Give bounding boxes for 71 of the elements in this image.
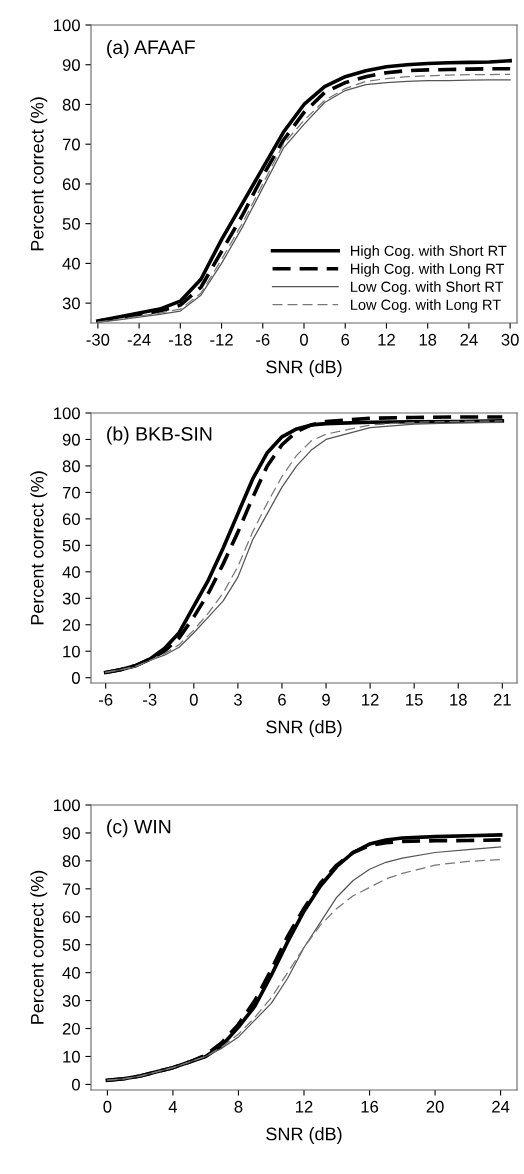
- x-tick-label: -24: [127, 333, 151, 346]
- x-axis-title: SNR (dB): [266, 1127, 342, 1144]
- x-tick-label: 20: [426, 1100, 444, 1113]
- y-tick-label: 30: [62, 592, 80, 605]
- y-tick-label: 100: [54, 19, 80, 32]
- y-tick-label: 30: [62, 994, 80, 1007]
- y-tick-label: 30: [62, 297, 80, 310]
- legend-label: Low Cog. with Short RT: [351, 281, 504, 295]
- y-tick-label: 80: [62, 855, 80, 868]
- y-tick-label: 50: [62, 939, 80, 951]
- x-tick-label: 15: [406, 694, 423, 706]
- x-tick-label: -3: [143, 693, 157, 706]
- x-tick-label: 12: [378, 333, 395, 346]
- y-axis-title: Percent correct (%): [30, 471, 48, 625]
- x-tick-label: 0: [300, 333, 308, 346]
- legend-label: High Cog. with Long RT: [351, 263, 505, 277]
- y-tick-label: 60: [62, 911, 80, 923]
- legend-label: High Cog. with Short RT: [351, 245, 507, 259]
- y-tick-label: 70: [62, 138, 80, 151]
- x-tick-label: 30: [501, 333, 519, 346]
- y-tick-label: 90: [62, 827, 80, 840]
- y-tick-label: 40: [62, 566, 80, 579]
- y-tick-label: 50: [62, 539, 80, 552]
- x-tick-label: 8: [234, 1100, 243, 1113]
- x-axis-title: SNR (dB): [266, 360, 342, 377]
- x-tick-label: 9: [322, 693, 330, 706]
- x-tick-label: 16: [361, 1100, 379, 1113]
- x-tick-label: 12: [362, 693, 379, 706]
- text: (c) WIN: [107, 819, 171, 838]
- x-tick-label: 4: [168, 1101, 178, 1113]
- x-tick-label: 24: [492, 1100, 510, 1113]
- y-tick-label: 10: [63, 645, 80, 658]
- x-tick-label: -6: [99, 693, 113, 706]
- x-tick-label: -18: [169, 333, 192, 346]
- y-axis-title: Percent correct (%): [30, 870, 48, 1024]
- x-axis-title: SNR (dB): [266, 720, 342, 737]
- y-tick-label: 80: [62, 98, 80, 111]
- x-tick-label: -12: [210, 333, 233, 346]
- y-tick-label: 50: [62, 218, 80, 230]
- y-tick-label: 0: [71, 1078, 80, 1091]
- x-tick-label: 3: [233, 693, 242, 706]
- legend-label: Low Cog. with Long RT: [351, 299, 501, 313]
- x-tick-label: 6: [341, 333, 350, 346]
- x-tick-label: 6: [278, 693, 286, 706]
- y-tick-label: 90: [62, 59, 80, 71]
- x-tick-label: 18: [450, 693, 467, 706]
- y-tick-label: 70: [62, 883, 80, 896]
- x-tick-label: 18: [419, 333, 437, 346]
- y-tick-label: 100: [54, 799, 80, 812]
- y-tick-label: 70: [62, 486, 80, 499]
- y-tick-label: 100: [54, 407, 80, 420]
- y-tick-label: 60: [62, 178, 80, 191]
- y-axis-title: Percent correct (%): [30, 97, 48, 251]
- x-tick-label: 0: [189, 693, 198, 706]
- x-tick-label: 24: [460, 333, 478, 346]
- y-tick-label: 0: [71, 672, 80, 684]
- text: (b) BKB-SIN: [107, 426, 212, 445]
- y-tick-label: 10: [63, 1050, 80, 1063]
- y-tick-label: 60: [62, 513, 80, 526]
- y-tick-label: 20: [62, 1022, 80, 1035]
- y-tick-label: 40: [62, 257, 80, 270]
- y-tick-label: 20: [62, 619, 80, 631]
- x-tick-label: 21: [493, 693, 511, 706]
- y-tick-label: 90: [62, 433, 80, 446]
- x-tick-label: -30: [86, 333, 110, 346]
- y-tick-label: 80: [62, 460, 80, 473]
- y-tick-label: 40: [62, 967, 80, 979]
- text: (a) AFAAF: [107, 39, 195, 59]
- x-tick-label: -6: [256, 333, 270, 346]
- x-tick-label: 0: [103, 1100, 112, 1113]
- x-tick-label: 12: [296, 1100, 313, 1113]
